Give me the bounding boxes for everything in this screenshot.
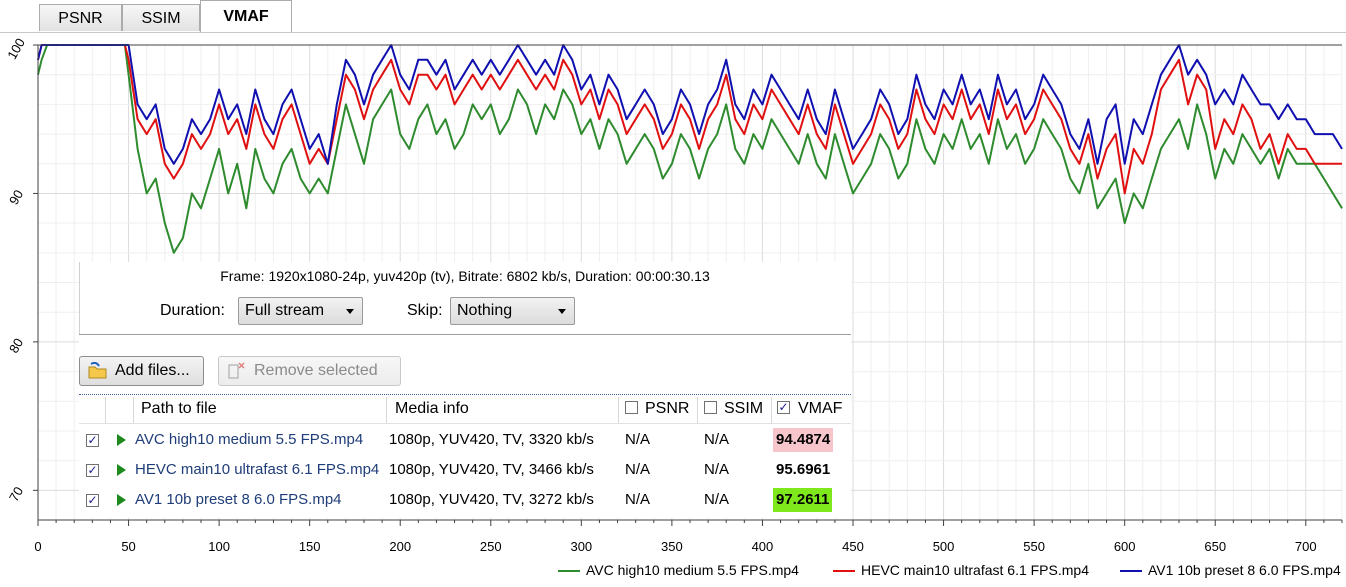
table-row[interactable]: ✓ AVC high10 medium 5.5 FPS.mp4 1080p, Y…: [79, 425, 851, 455]
legend-swatch: [833, 570, 855, 573]
x-tick-label: 650: [1204, 539, 1226, 554]
media-info: 1080p, YUV420, TV, 3320 kb/s: [389, 431, 594, 448]
divider: [79, 334, 851, 335]
panel-left-border: [79, 262, 80, 335]
x-tick-label: 100: [208, 539, 230, 554]
y-tick-label: 80: [6, 336, 26, 356]
header-ssim: SSIM: [724, 400, 764, 417]
file-path: AV1 10b preset 8 6.0 FPS.mp4: [135, 491, 342, 508]
x-tick-label: 450: [842, 539, 864, 554]
add-files-button[interactable]: Add files...: [79, 356, 204, 386]
add-files-label: Add files...: [115, 362, 190, 379]
legend-swatch: [1120, 570, 1142, 573]
vmaf-score: 97.2611: [773, 488, 833, 512]
chart-axes: 0 50 100 150 200 250 300 350 400 450 500 550 600 650 7…: [4, 36, 1343, 554]
duration-label: Duration:: [160, 302, 225, 319]
tab-vmaf[interactable]: VMAF: [200, 0, 292, 32]
media-info: 1080p, YUV420, TV, 3466 kb/s: [389, 461, 594, 478]
header-divider: [105, 397, 106, 423]
ssim-value: N/A: [704, 431, 730, 448]
row-checkbox[interactable]: ✓: [86, 463, 99, 477]
ssim-header-checkbox[interactable]: [704, 401, 717, 414]
vmaf-score: 95.6961: [773, 458, 834, 482]
table-row[interactable]: ✓ HEVC main10 ultrafast 6.1 FPS.mp4 1080…: [79, 455, 851, 485]
play-icon[interactable]: [117, 464, 126, 476]
header-vmaf: VMAF: [798, 400, 843, 417]
chevron-down-icon: [558, 309, 566, 314]
remove-selected-button[interactable]: Remove selected: [218, 356, 401, 386]
header-divider: [133, 397, 134, 423]
legend-label: AVC high10 medium 5.5 FPS.mp4: [586, 562, 799, 578]
legend-item-av1: AV1 10b preset 8 6.0 FPS.mp4: [1120, 562, 1341, 578]
duration-value: Full stream: [245, 302, 325, 319]
media-info: 1080p, YUV420, TV, 3272 kb/s: [389, 491, 594, 508]
file-path: HEVC main10 ultrafast 6.1 FPS.mp4: [135, 461, 380, 478]
file-panel: Frame: 1920x1080-24p, yuv420p (tv), Bitr…: [79, 262, 851, 518]
x-tick-label: 150: [299, 539, 321, 554]
chart-series: [37, 44, 1343, 254]
ssim-value: N/A: [704, 461, 730, 478]
psnr-value: N/A: [625, 431, 651, 448]
remove-selected-label: Remove selected: [254, 362, 378, 379]
x-tick-label: 50: [121, 539, 135, 554]
header-separator: [79, 423, 851, 424]
header-psnr: PSNR: [645, 400, 690, 417]
psnr-value: N/A: [625, 491, 651, 508]
remove-list-icon: [228, 362, 245, 379]
legend-label: AV1 10b preset 8 6.0 FPS.mp4: [1148, 562, 1341, 578]
skip-value: Nothing: [457, 302, 513, 319]
psnr-value: N/A: [625, 461, 651, 478]
x-tick-label: 400: [752, 539, 774, 554]
vmaf-score: 94.4874: [773, 428, 834, 452]
legend-item-hevc: HEVC main10 ultrafast 6.1 FPS.mp4: [833, 562, 1089, 578]
header-divider: [771, 397, 772, 423]
add-folder-icon: [88, 362, 107, 379]
x-tick-label: 250: [480, 539, 502, 554]
legend-item-avc: AVC high10 medium 5.5 FPS.mp4: [558, 562, 799, 578]
header-path[interactable]: Path to file: [141, 400, 217, 417]
file-table: Path to file Media info PSNR SSIM ✓ VMAF…: [79, 394, 851, 519]
x-tick-label: 350: [661, 539, 683, 554]
header-divider: [697, 397, 698, 423]
play-icon[interactable]: [117, 434, 126, 446]
vmaf-header-checkbox[interactable]: ✓: [777, 400, 790, 414]
row-checkbox[interactable]: ✓: [86, 493, 99, 507]
ssim-value: N/A: [704, 491, 730, 508]
x-tick-label: 700: [1295, 539, 1317, 554]
tab-ssim[interactable]: SSIM: [122, 4, 200, 31]
chevron-down-icon: [346, 309, 354, 314]
legend-label: HEVC main10 ultrafast 6.1 FPS.mp4: [861, 562, 1089, 578]
x-tick-label: 200: [389, 539, 411, 554]
header-media[interactable]: Media info: [395, 400, 469, 417]
stream-info: Frame: 1920x1080-24p, yuv420p (tv), Bitr…: [220, 268, 710, 284]
x-tick-label: 500: [933, 539, 955, 554]
x-tick-label: 600: [1114, 539, 1136, 554]
row-checkbox[interactable]: ✓: [86, 433, 99, 447]
series-line-1: [37, 44, 1342, 195]
header-divider: [386, 397, 387, 423]
y-tick-label: 70: [6, 484, 26, 504]
tab-psnr[interactable]: PSNR: [39, 4, 122, 31]
x-tick-label: 300: [570, 539, 592, 554]
table-row[interactable]: ✓ AV1 10b preset 8 6.0 FPS.mp4 1080p, YU…: [79, 485, 851, 515]
skip-label: Skip:: [407, 302, 443, 319]
play-icon[interactable]: [117, 494, 126, 506]
y-tick-label: 100: [4, 36, 28, 62]
y-tick-label: 90: [6, 187, 26, 207]
tab-bar: PSNR SSIM VMAF: [0, 0, 1346, 33]
file-path: AVC high10 medium 5.5 FPS.mp4: [135, 431, 364, 448]
x-tick-label: 550: [1023, 539, 1045, 554]
series-line-0: [37, 44, 1343, 254]
header-divider: [618, 397, 619, 423]
legend-swatch: [558, 570, 580, 573]
x-tick-label: 0: [34, 539, 41, 554]
psnr-header-checkbox[interactable]: [625, 401, 638, 414]
duration-dropdown[interactable]: Full stream: [238, 297, 363, 325]
series-line-2: [37, 44, 1343, 165]
skip-dropdown[interactable]: Nothing: [450, 297, 575, 325]
